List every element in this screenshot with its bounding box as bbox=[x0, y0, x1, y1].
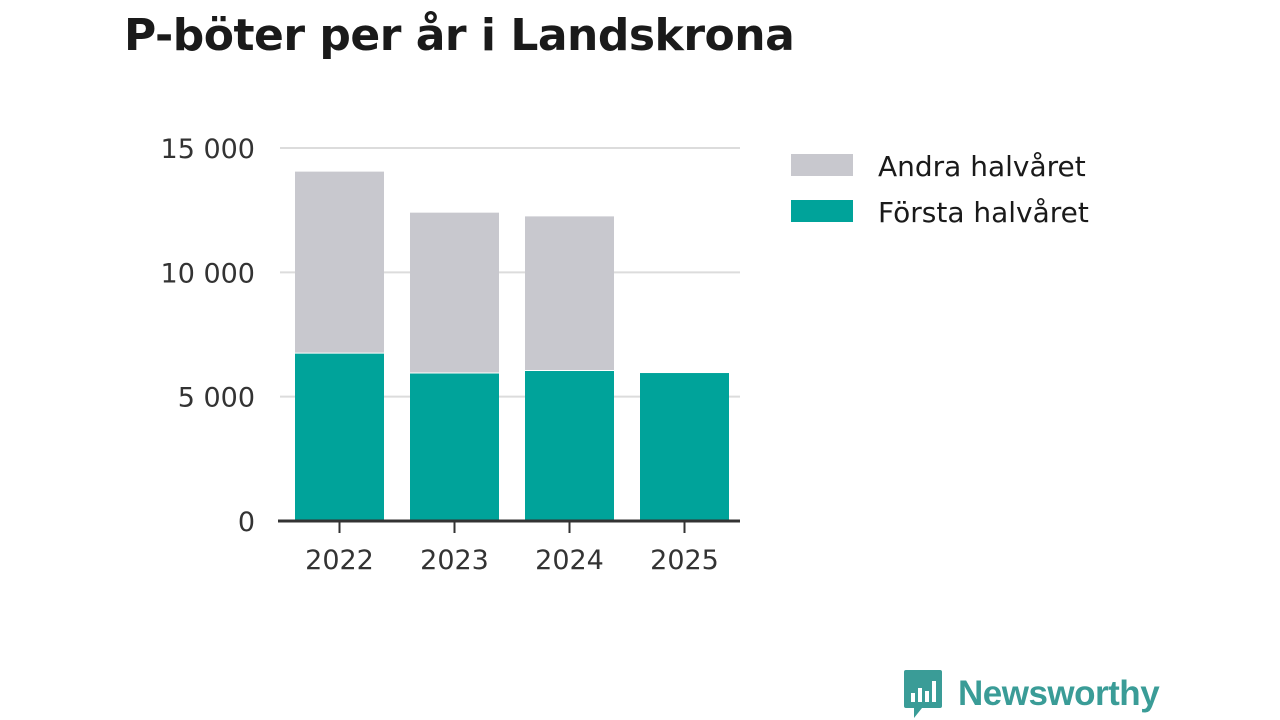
newsworthy-logo-icon bbox=[904, 670, 942, 718]
x-tick-label-2022: 2022 bbox=[305, 545, 374, 576]
x-tick-label-2024: 2024 bbox=[535, 545, 604, 576]
bars bbox=[295, 171, 729, 521]
bar-2024-forsta-halvaret bbox=[525, 370, 614, 521]
y-tick-label-0: 0 bbox=[238, 507, 255, 538]
bar-2022-andra-halvaret bbox=[295, 171, 384, 354]
legend-swatch-forsta-halvaret bbox=[791, 200, 853, 222]
legend-label-forsta-halvaret: Första halvåret bbox=[878, 196, 1089, 229]
bar-2023-forsta-halvaret bbox=[410, 373, 499, 521]
y-tick-label-5000: 5 000 bbox=[178, 383, 255, 414]
x-tick-label-2023: 2023 bbox=[420, 545, 489, 576]
legend-swatch-andra-halvaret bbox=[791, 154, 853, 176]
x-tick-label-2025: 2025 bbox=[650, 545, 719, 576]
chart-title: P-böter per år i Landskrona bbox=[124, 10, 795, 61]
bar-2025-forsta-halvaret bbox=[640, 373, 729, 521]
newsworthy-logo-text: Newsworthy bbox=[958, 674, 1160, 713]
legend: Andra halvåret Första halvåret bbox=[791, 150, 1089, 229]
bar-2023-andra-halvaret bbox=[410, 212, 499, 374]
bar-2022-forsta-halvaret bbox=[295, 353, 384, 521]
newsworthy-logo: Newsworthy bbox=[902, 668, 1160, 720]
bar-2024-andra-halvaret bbox=[525, 216, 614, 371]
legend-label-andra-halvaret: Andra halvåret bbox=[878, 150, 1086, 183]
y-tick-label-15000: 15 000 bbox=[161, 134, 255, 165]
y-axis-labels: 0 5 000 10 000 15 000 bbox=[161, 134, 255, 538]
x-axis-labels: 2022 2023 2024 2025 bbox=[305, 545, 719, 576]
y-tick-label-10000: 10 000 bbox=[161, 258, 255, 289]
x-axis bbox=[278, 519, 740, 533]
